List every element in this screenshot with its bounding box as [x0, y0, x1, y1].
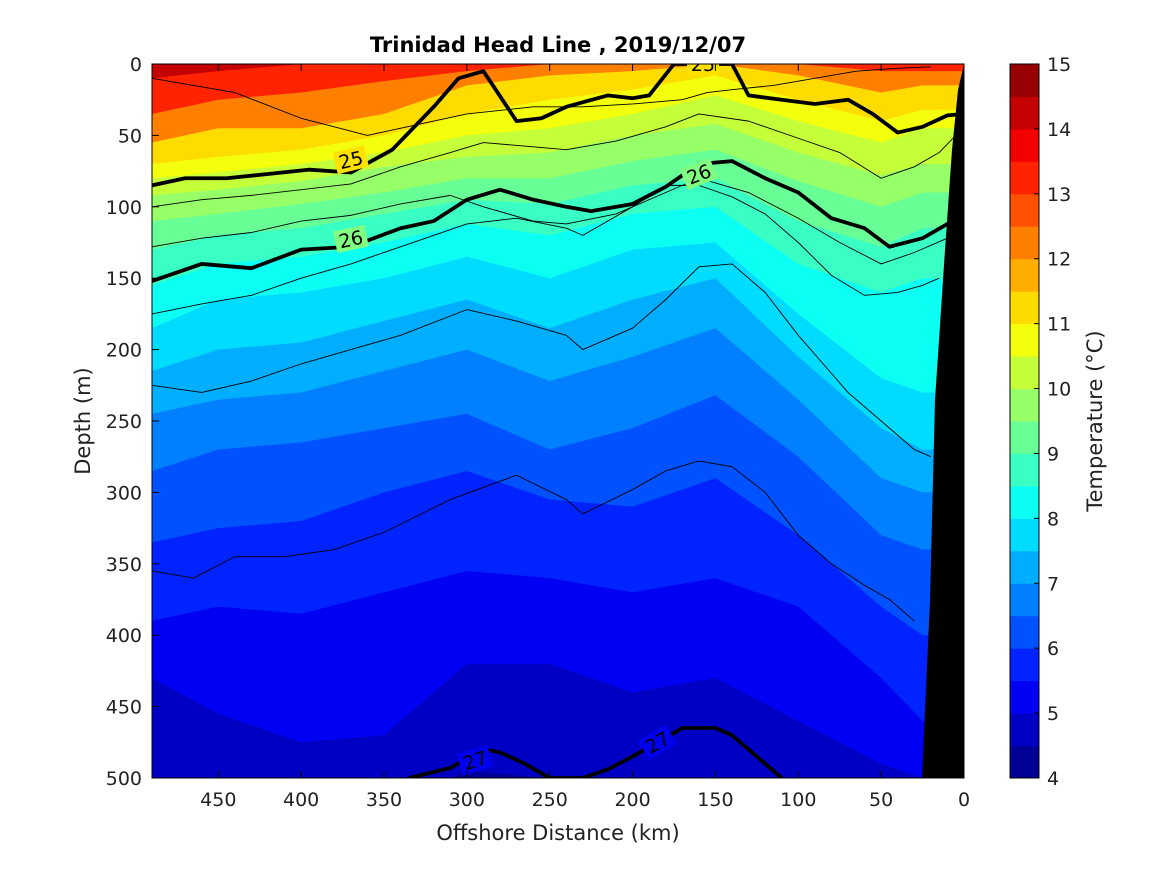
colorbar-swatches — [1010, 64, 1039, 779]
y-tick-label: 250 — [106, 411, 142, 433]
thin-contour-layer — [152, 66, 957, 622]
colorbar-swatch — [1010, 453, 1039, 487]
colorbar-swatch — [1010, 323, 1039, 357]
colorbar-tick-label: 6 — [1047, 638, 1059, 660]
y-tick-label: 50 — [118, 125, 142, 147]
x-axis-label: Offshore Distance (km) — [436, 821, 679, 845]
colorbar-swatch — [1010, 550, 1039, 584]
contour-label-25: 25 — [337, 147, 366, 174]
thin-contour-4 — [152, 263, 932, 458]
contour-label-bg — [332, 224, 369, 254]
colorbar-swatch — [1010, 226, 1039, 260]
colorbar-swatch — [1010, 485, 1039, 519]
chart-title: Trinidad Head Line , 2019/12/07 — [370, 33, 746, 57]
contour-label-bg — [687, 64, 719, 75]
temp-band-13 — [152, 64, 964, 114]
colorbar-tick-label: 14 — [1047, 119, 1071, 141]
density-contour-25 — [152, 64, 964, 188]
colorbar-tick-label: 12 — [1047, 249, 1071, 271]
colorbar-swatch — [1010, 583, 1039, 617]
colorbar-tick-label: 7 — [1047, 573, 1059, 595]
y-tick-label: 200 — [106, 340, 142, 362]
y-axis: 0 50 100 150 200 250 300 350 400 450 500 — [106, 54, 964, 790]
colorbar-swatch — [1010, 258, 1039, 292]
colorbar-label: Temperature (°C) — [1083, 330, 1107, 512]
temperature-fill-layer — [152, 64, 964, 778]
contour-label-25: 25 — [691, 54, 715, 76]
contour-label-bg — [332, 145, 369, 175]
y-tick-label: 400 — [106, 625, 142, 647]
colorbar-swatch — [1010, 96, 1039, 130]
thin-contour-3 — [152, 184, 940, 315]
x-axis: 450 400 350 300 250 200 150 100 50 0 — [200, 64, 970, 811]
x-tick-label: 350 — [366, 789, 402, 811]
y-axis-label: Depth (m) — [71, 367, 95, 474]
colorbar-tick-label: 15 — [1047, 54, 1071, 76]
colorbar-swatch — [1010, 648, 1039, 682]
colorbar-swatch — [1010, 680, 1039, 714]
x-tick-label: 450 — [200, 789, 236, 811]
contour-label-26: 26 — [337, 227, 365, 254]
colorbar-swatch — [1010, 518, 1039, 552]
y-tick-label: 100 — [106, 197, 142, 219]
y-tick-label: 150 — [106, 268, 142, 290]
colorbar-swatch — [1010, 64, 1039, 97]
x-tick-label: 150 — [697, 789, 733, 811]
y-tick-label: 350 — [106, 554, 142, 576]
x-tick-label: 400 — [283, 789, 319, 811]
colorbar-swatch — [1010, 291, 1039, 325]
x-tick-label: 200 — [614, 789, 650, 811]
y-tick-label: 0 — [130, 54, 142, 76]
colorbar-tick-label: 9 — [1047, 443, 1059, 465]
y-tick-label: 450 — [106, 697, 142, 719]
colorbar-swatch — [1010, 713, 1039, 747]
contour-label-bg — [456, 744, 494, 776]
colorbar-tick-label: 11 — [1047, 314, 1071, 336]
y-tick-label: 300 — [106, 482, 142, 504]
temp-band-14 — [152, 64, 964, 79]
colorbar-swatch — [1010, 745, 1039, 779]
x-tick-label: 100 — [780, 789, 816, 811]
colorbar-swatch — [1010, 161, 1039, 195]
x-tick-label: 250 — [532, 789, 568, 811]
colorbar-swatch — [1010, 421, 1039, 454]
colorbar-tick-label: 4 — [1047, 768, 1059, 790]
x-tick-label: 50 — [869, 789, 893, 811]
contour-label-bg — [679, 157, 718, 190]
colorbar-swatch — [1010, 193, 1039, 227]
colorbar-swatch — [1010, 128, 1039, 162]
colorbar-tick-label: 5 — [1047, 703, 1059, 725]
thin-contour-5 — [152, 460, 915, 622]
colorbar-swatch — [1010, 388, 1039, 422]
x-tick-label: 300 — [449, 789, 485, 811]
thin-contour-1 — [152, 113, 957, 208]
density-contour-27 — [408, 726, 783, 778]
colorbar-tick-label: 13 — [1047, 184, 1071, 206]
contour-label-bg — [638, 724, 677, 760]
colorbar-tick-label: 8 — [1047, 508, 1059, 530]
colorbar-tick-label: 10 — [1047, 379, 1071, 401]
colorbar: 4 5 6 7 8 9 10 11 12 13 14 15 Temperature (°C) — [1009, 54, 1107, 790]
bathymetry-mask — [922, 64, 964, 778]
colorbar-swatch — [1010, 356, 1039, 390]
y-tick-label: 500 — [106, 768, 142, 790]
thin-contour-2 — [152, 177, 948, 265]
colorbar-swatch — [1010, 615, 1039, 649]
colorbar-frame — [1009, 63, 1040, 779]
thin-contour-0 — [152, 66, 931, 136]
colorbar-ticks: 4 5 6 7 8 9 10 11 12 13 14 15 — [1034, 54, 1071, 790]
x-tick-label: 0 — [958, 789, 970, 811]
